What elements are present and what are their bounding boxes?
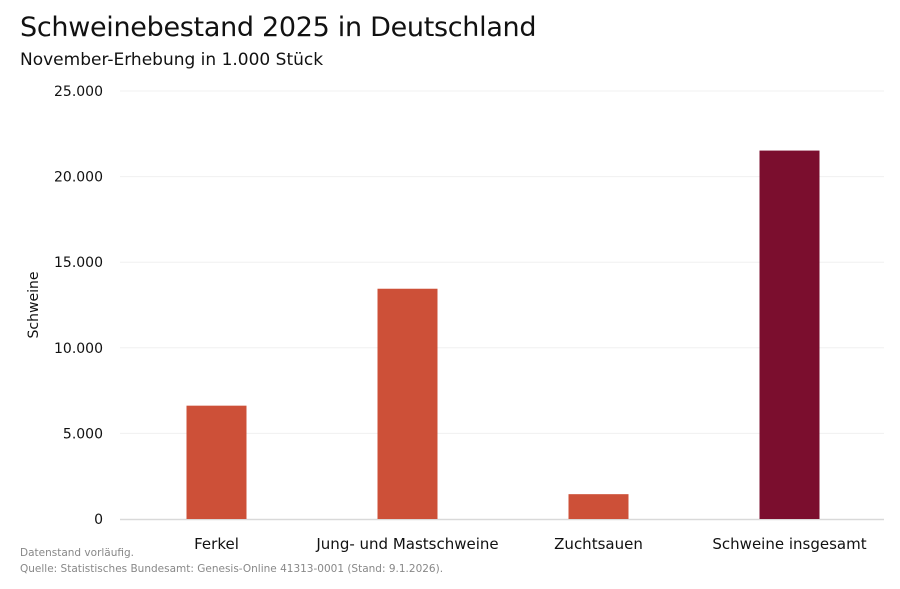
y-tick-label: 0: [94, 512, 103, 528]
chart-title: Schweinebestand 2025 in Deutschland: [20, 12, 537, 43]
bar-1: [377, 288, 438, 519]
y-axis-label: Schweine: [26, 272, 42, 339]
bar-3: [759, 150, 820, 519]
bar-2: [568, 494, 629, 519]
y-tick-label: 20.000: [54, 170, 103, 186]
data-status-note: Datenstand vorläufig.: [20, 547, 135, 559]
chart-subtitle: November-Erhebung in 1.000 Stück: [20, 50, 324, 70]
x-tick-label: Zuchtsauen: [554, 535, 643, 553]
y-tick-label: 10.000: [54, 341, 103, 357]
bar-0: [186, 405, 247, 519]
x-tick-label: Ferkel: [194, 535, 239, 553]
y-tick-label: 25.000: [54, 84, 103, 100]
y-tick-label: 15.000: [54, 255, 103, 271]
x-tick-label: Jung- und Mastschweine: [315, 535, 498, 553]
source-note: Quelle: Statistisches Bundesamt: Genesis…: [20, 563, 444, 575]
y-tick-label: 5.000: [63, 426, 103, 442]
x-tick-label: Schweine insgesamt: [712, 535, 866, 553]
